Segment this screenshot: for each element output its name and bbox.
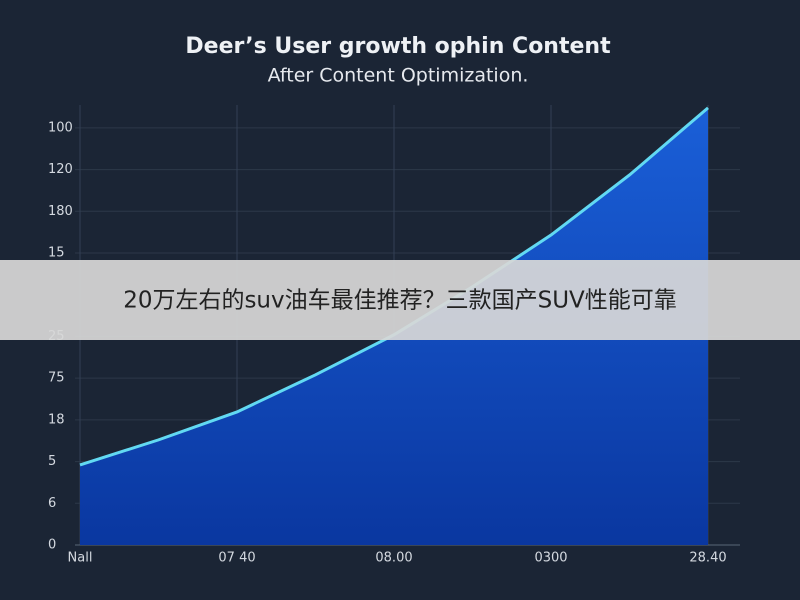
x-tick-label: Nall [68,551,93,566]
y-tick-label: 75 [48,371,65,386]
banner-title: 20万左右的suv油车最佳推荐？三款国产SUV性能可靠 [123,288,677,314]
y-tick-label: 100 [48,120,73,135]
x-tick-label: 0300 [534,551,567,566]
y-tick-label: 6 [48,496,56,511]
y-tick-label: 120 [48,162,73,177]
x-tick-label: 28.40 [689,551,726,566]
y-tick-label: 15 [48,246,65,261]
chart-subtitle: After Content Optimization. [268,65,529,87]
y-tick-label: 5 [48,454,56,469]
y-tick-label: 18 [48,412,65,427]
banner [0,260,800,340]
chart-title: Deer’s User growth ophin Content [185,34,611,59]
y-tick-label: 0 [48,538,56,553]
x-tick-label: 08.00 [375,551,412,566]
labels: 10012018015257518560Nall07 4008.00030028… [48,120,727,565]
area [80,107,708,545]
x-tick-label: 07 40 [218,551,255,566]
y-tick-label: 180 [48,204,73,219]
